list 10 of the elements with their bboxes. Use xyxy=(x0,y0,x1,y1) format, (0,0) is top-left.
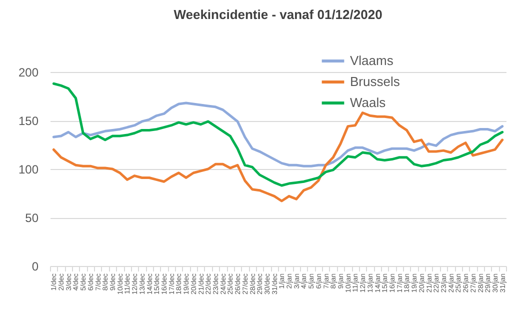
y-tick-label: 100 xyxy=(18,162,39,176)
y-tick-label: 50 xyxy=(25,211,39,225)
legend-label: Vlaams xyxy=(350,53,394,68)
legend-label: Brussels xyxy=(350,74,400,89)
line-series xyxy=(52,111,504,202)
chart-title: Weekincidentie - vanaf 01/12/2020 xyxy=(174,7,382,22)
y-tick-label: 200 xyxy=(18,66,39,80)
legend-label: Waals xyxy=(350,95,386,110)
y-tick-label: 150 xyxy=(18,114,39,128)
y-tick-label: 0 xyxy=(32,260,39,274)
